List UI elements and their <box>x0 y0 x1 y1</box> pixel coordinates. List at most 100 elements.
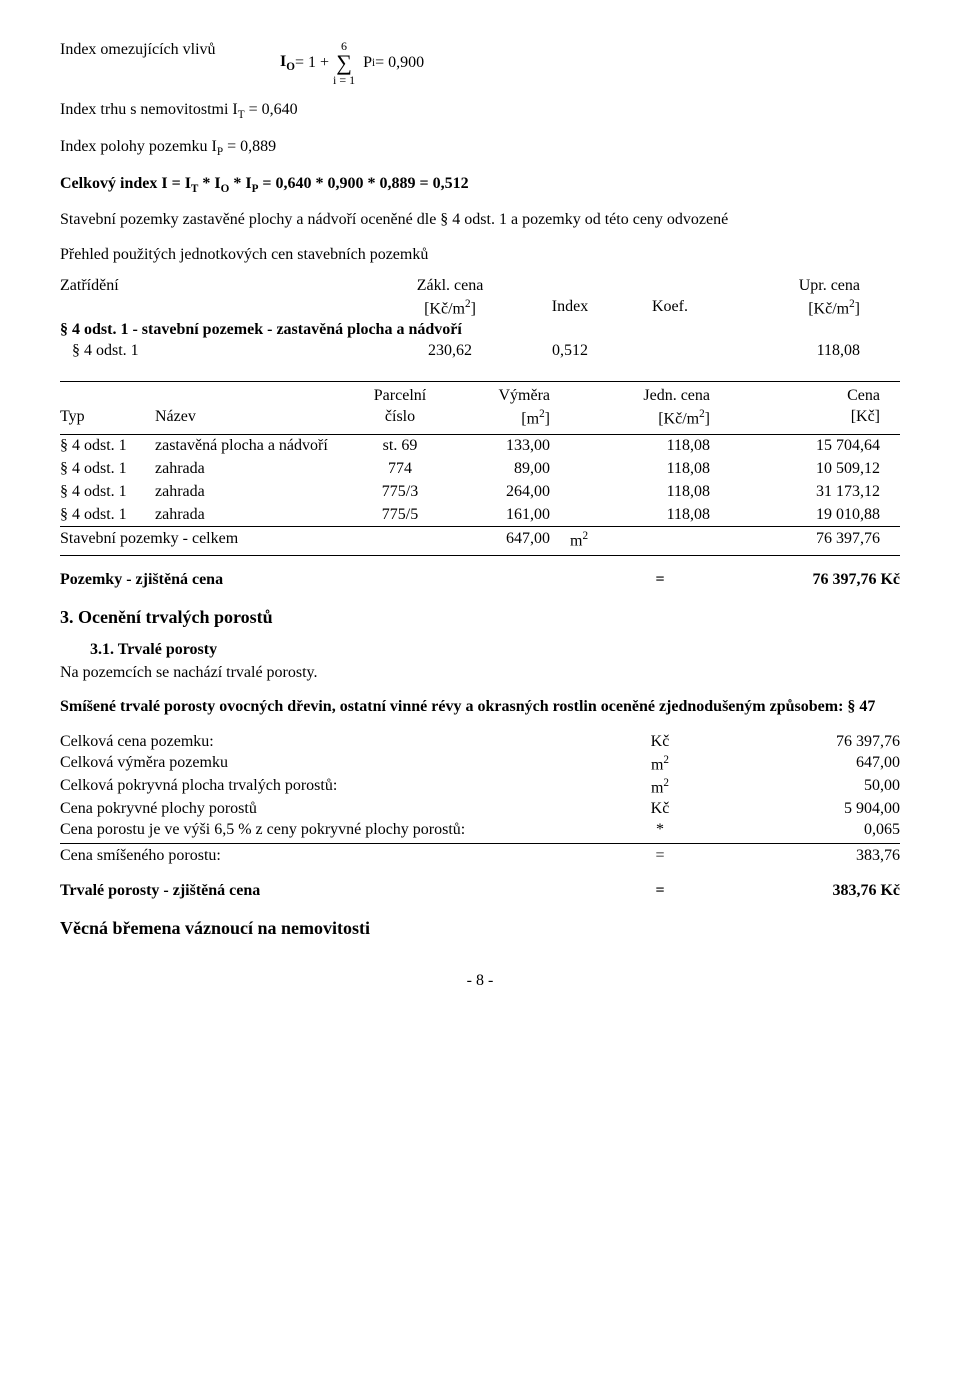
t1-h-zakl-c: ] <box>471 300 476 317</box>
t1-header: Zatřídění Zákl. cena [Kč/m2] Index Koef.… <box>60 276 900 320</box>
summary-rule <box>60 843 900 844</box>
summary-label: Cena pokryvné plochy porostů <box>60 799 620 820</box>
cell-vymera: 161,00 <box>450 505 570 526</box>
t2-header: Typ Název Parcelní číslo Výměra [m2] Jed… <box>60 382 900 435</box>
celk-p0: Celkový index I = I <box>60 175 191 192</box>
cell-cena: 15 704,64 <box>730 436 880 457</box>
summary-final-c0: Cena smíšeného porostu: <box>60 846 620 867</box>
t2-h-jedn-b: [Kč/m <box>658 410 699 427</box>
sigma-symbol: ∑ <box>336 52 352 74</box>
summary-row: Celková výměra pozemkum2647,00 <box>60 753 900 776</box>
summary-table: Celková cena pozemku:Kč76 397,76Celková … <box>60 732 900 866</box>
t2-h-vym-b: [m <box>521 410 539 427</box>
t1-h-index: Index <box>520 276 620 320</box>
section-3-1-text: Na pozemcích se nachází trvalé porosty. <box>60 663 900 684</box>
cell-nazev: zastavěná plocha a nádvoří <box>155 436 350 457</box>
smisene-para: Smíšené trvalé porosty ovocných dřevin, … <box>60 697 900 718</box>
t2-h-jedn-a: Jedn. cena <box>570 386 710 407</box>
section-3-title: 3. Ocenění trvalých porostů <box>60 606 900 629</box>
cell-cena: 19 010,88 <box>730 505 880 526</box>
summary-val: 50,00 <box>700 776 900 799</box>
cell-parc: st. 69 <box>350 436 450 457</box>
summary-unit: Kč <box>620 732 700 753</box>
parcels-table: Typ Název Parcelní číslo Výměra [m2] Jed… <box>60 381 900 555</box>
t2-h-jedn: Jedn. cena [Kč/m2] <box>570 386 730 430</box>
t2-h-typ: Typ <box>60 386 155 430</box>
summary-unit: m2 <box>620 776 700 799</box>
cell-vymera: 264,00 <box>450 482 570 503</box>
t1-h-zakl-b: [Kč/m <box>424 300 465 317</box>
t2-sum-label: Stavební pozemky - celkem <box>60 529 450 552</box>
formula-io-body: IO = 1 + 6 ∑ i = 1 Pi = 0,900 <box>280 40 424 86</box>
t2-sum-row: Stavební pozemky - celkem 647,00 m2 76 3… <box>60 526 900 554</box>
table-row: § 4 odst. 1zahrada775/3264,00118,0831 17… <box>60 481 900 504</box>
summary-val: 0,065 <box>700 820 900 841</box>
cell-cena: 31 173,12 <box>730 482 880 503</box>
ip-post: = 0,889 <box>223 138 276 155</box>
summary-val: 647,00 <box>700 753 900 776</box>
cell-parc: 775/5 <box>350 505 450 526</box>
t1-r-c0: § 4 odst. 1 <box>60 341 380 362</box>
t2-sum-sup: 2 <box>582 530 588 542</box>
summary-final-row: Cena smíšeného porostu: = 383,76 <box>60 846 900 867</box>
line-ip: Index polohy pozemku IP = 0,889 <box>60 137 900 160</box>
t2-h-parc: Parcelní číslo <box>350 386 450 430</box>
cell-cena: 10 509,12 <box>730 459 880 480</box>
t1-r-c2: 0,512 <box>520 341 620 362</box>
pozemky-eq: = <box>620 570 700 591</box>
trvale-eq: = <box>620 881 700 902</box>
t1-r-c1: 230,62 <box>380 341 520 362</box>
celk-p3: = 0,640 * 0,900 * 0,889 = 0,512 <box>258 175 468 192</box>
t2-sum-unit-v: m <box>570 533 582 550</box>
cell-nazev: zahrada <box>155 459 350 480</box>
t1-r-c4: 118,08 <box>720 341 860 362</box>
table-row: § 4 odst. 1zahrada775/5161,00118,0819 01… <box>60 504 900 527</box>
t1-h-upr-c: ] <box>855 300 860 317</box>
t1-row: § 4 odst. 1 230,62 0,512 118,08 <box>60 341 900 362</box>
ip-pre: Index polohy pozemku I <box>60 138 217 155</box>
cell-typ: § 4 odst. 1 <box>60 459 155 480</box>
cell-typ: § 4 odst. 1 <box>60 436 155 457</box>
celk-p1: * I <box>198 175 220 192</box>
it-sub: T <box>238 109 245 121</box>
summary-label: Cena porostu je ve výši 6,5 % z ceny pok… <box>60 820 620 841</box>
vecna-bremena-title: Věcná břemena váznoucí na nemovitosti <box>60 917 900 940</box>
summary-row: Cena pokryvné plochy porostůKč5 904,00 <box>60 799 900 820</box>
t2-h-nazev-v: Název <box>155 408 196 425</box>
trvale-val: 383,76 Kč <box>700 881 900 902</box>
table-row: § 4 odst. 1zahrada77489,00118,0810 509,1… <box>60 458 900 481</box>
sigma-icon: 6 ∑ i = 1 <box>333 40 355 86</box>
io-lhs-sub: O <box>286 61 295 73</box>
trvale-label: Trvalé porosty - zjištěná cena <box>60 881 620 902</box>
summary-row: Cena porostu je ve výši 6,5 % z ceny pok… <box>60 820 900 841</box>
cell-typ: § 4 odst. 1 <box>60 482 155 503</box>
t1-h-koef: Koef. <box>620 276 720 320</box>
t2-sum-c3: 647,00 <box>450 529 570 552</box>
cell-nazev: zahrada <box>155 482 350 503</box>
it-pre: Index trhu s nemovitostmi I <box>60 101 238 118</box>
unit-price-table: Zatřídění Zákl. cena [Kč/m2] Index Koef.… <box>60 276 900 362</box>
summary-val: 76 397,76 <box>700 732 900 753</box>
t1-h-zaklcena: Zákl. cena [Kč/m2] <box>380 276 520 320</box>
summary-row: Celková cena pozemku:Kč76 397,76 <box>60 732 900 753</box>
cell-jedn: 118,08 <box>570 459 730 480</box>
t2-h-cena-a: Cena <box>730 386 880 407</box>
t1-r-c3 <box>620 341 720 362</box>
t2-h-jedn-c: ] <box>705 410 710 427</box>
summary-unit: Kč <box>620 799 700 820</box>
summary-final-c2: 383,76 <box>700 846 900 867</box>
t1-h-zakl-a: Zákl. cena <box>380 276 520 297</box>
para-prehled: Přehled použitých jednotkových cen stave… <box>60 245 900 266</box>
celk-p2: * I <box>229 175 251 192</box>
summary-final-c1: = <box>620 846 700 867</box>
io-eq: = 1 + <box>295 53 329 74</box>
t1-group: § 4 odst. 1 - stavební pozemek - zastavě… <box>60 320 900 341</box>
pozemky-val: 76 397,76 Kč <box>700 570 900 591</box>
t2-sum-c5: 76 397,76 <box>730 529 880 552</box>
t2-h-vymera: Výměra [m2] <box>450 386 570 430</box>
cell-typ: § 4 odst. 1 <box>60 505 155 526</box>
cell-parc: 774 <box>350 459 450 480</box>
summary-val: 5 904,00 <box>700 799 900 820</box>
t2-sum-unit: m2 <box>570 529 730 552</box>
formula-io-label: Index omezujících vlivů <box>60 40 280 61</box>
